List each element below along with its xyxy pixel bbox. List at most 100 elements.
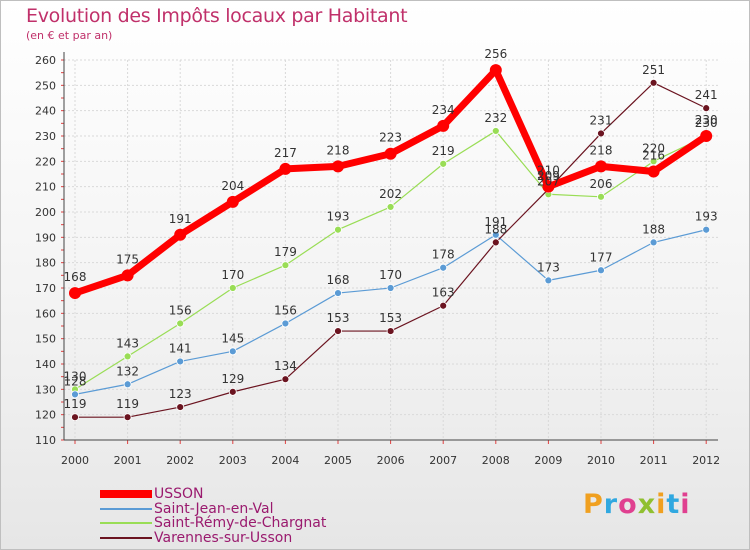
data-point [281,375,290,384]
data-point [71,413,79,422]
y-tick-label: 200 [35,206,56,219]
data-label: 170 [379,268,402,282]
y-tick-label: 220 [35,155,56,168]
data-label: 119 [64,397,87,411]
data-label: 156 [274,303,297,317]
data-point [228,284,237,292]
data-point [597,266,605,275]
y-tick-label: 250 [35,79,56,92]
data-point [228,347,237,356]
legend-swatch [100,508,152,510]
data-label: 209 [537,169,560,183]
data-point [437,119,450,132]
data-label: 156 [169,303,192,317]
x-tick-label: 2003 [219,454,247,467]
chart-title: Evolution des Impôts locaux par Habitant [26,5,408,27]
data-label: 145 [221,331,244,345]
logo-letter: i [680,489,691,520]
data-point [123,380,132,389]
logo-letter: i [656,489,667,520]
data-point [281,261,290,270]
x-tick-label: 2002 [166,454,194,467]
legend-item: Saint-Jean-en-Val [100,501,273,517]
data-point [176,403,185,411]
logo-letter: x [637,489,657,520]
data-label: 206 [590,177,613,191]
data-point [649,157,658,166]
x-tick-label: 2011 [640,454,668,467]
x-tick-label: 2000 [61,454,89,467]
data-label: 178 [432,248,455,262]
data-label: 241 [695,88,718,102]
data-point [544,276,553,285]
x-tick-label: 2001 [114,454,142,467]
data-point [332,160,344,173]
y-tick-label: 120 [35,409,56,422]
logo-letter: o [618,489,638,520]
legend-item: Saint-Rémy-de-Chargnat [100,515,327,531]
data-point [491,127,500,135]
data-label: 216 [642,148,665,162]
data-label: 153 [379,311,402,325]
proxiti-logo: Proxiti [583,489,691,520]
data-label: 175 [116,252,139,266]
data-label: 153 [327,311,350,325]
data-label: 163 [432,286,455,300]
y-tick-label: 190 [35,231,56,244]
y-tick-label: 230 [35,130,56,143]
data-label: 168 [327,273,350,287]
y-tick-label: 260 [35,54,56,67]
data-point [279,162,292,175]
data-point [542,180,555,193]
legend-item: Varennes-sur-Usson [100,530,293,546]
data-label: 188 [642,222,665,236]
data-point [702,225,711,234]
data-label: 234 [432,103,455,117]
y-tick-label: 150 [35,333,56,346]
x-tick-label: 2006 [377,454,405,467]
data-point [228,387,237,396]
data-label: 188 [484,222,507,236]
data-point [597,129,605,138]
data-point [123,413,132,422]
data-point [334,327,342,335]
legend-swatch [100,537,152,539]
y-tick-label: 180 [35,257,56,270]
data-point [386,327,395,335]
data-label: 204 [221,179,244,193]
y-tick-label: 110 [35,434,56,447]
data-label: 219 [432,144,455,158]
x-tick-label: 2010 [587,454,615,467]
data-point [386,203,395,211]
data-label: 143 [116,336,139,350]
data-point [121,269,134,282]
x-tick-label: 2007 [429,454,457,467]
data-label-layer: 168 175 191 204 217 218 223 234 256 210 218 216 230 1… [64,47,718,411]
legend-item: USSON [100,486,204,502]
y-tick-label: 240 [35,105,56,118]
data-label: 218 [327,143,350,157]
data-label: 223 [379,131,402,145]
legend-label: Saint-Rémy-de-Chargnat [154,515,327,531]
x-tick-label: 2008 [482,454,510,467]
data-label: 217 [274,146,297,160]
data-label: 170 [221,268,244,282]
legend-swatch [100,490,152,498]
data-point [281,319,290,328]
data-point [702,104,711,113]
data-label: 218 [590,143,613,157]
data-label: 123 [169,387,192,401]
x-tick-label: 2004 [271,454,299,467]
data-point [491,230,500,239]
legend-label: Varennes-sur-Usson [154,530,293,546]
legend-label: USSON [154,486,204,502]
data-point [123,352,132,361]
data-point [439,263,448,272]
data-point [71,390,79,399]
data-point [439,159,448,168]
data-label: 173 [537,260,560,274]
data-point [649,238,658,247]
data-point [176,357,185,366]
data-label: 230 [695,113,718,127]
logo-letter: t [666,489,681,520]
